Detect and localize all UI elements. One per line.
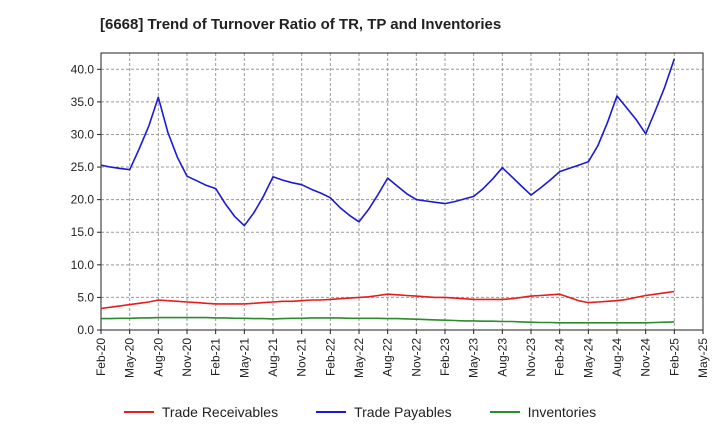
x-tick-label: May-23 — [467, 338, 481, 378]
x-tick-label: Aug-22 — [381, 338, 395, 377]
chart-title: [6668] Trend of Turnover Ratio of TR, TP… — [100, 16, 502, 33]
x-tick-label: May-21 — [237, 338, 251, 378]
x-tick-label: Feb-22 — [323, 338, 337, 376]
y-tick-label: 25.0 — [71, 160, 95, 174]
legend-swatch-trade-payables — [316, 411, 347, 413]
x-tick-label: Feb-20 — [94, 338, 108, 376]
x-tick-label: Feb-24 — [553, 338, 567, 376]
series-line-trade-receivables — [100, 290, 675, 310]
legend-item-trade-receivables: Trade Receivables — [123, 404, 279, 420]
x-tick-label: Feb-25 — [667, 338, 681, 376]
x-tick-label: May-22 — [352, 338, 366, 378]
x-tick-label: Nov-20 — [180, 338, 194, 377]
y-tick-label: 10.0 — [71, 258, 95, 272]
y-tick-label: 20.0 — [71, 193, 95, 207]
legend-label-trade-payables: Trade Payables — [354, 404, 452, 420]
legend-label-inventories: Inventories — [527, 404, 597, 420]
x-tick-label: Aug-20 — [151, 338, 165, 377]
x-tick-label: Aug-24 — [610, 338, 624, 377]
x-tick-label: Aug-21 — [266, 338, 280, 377]
legend-swatch-trade-receivables — [123, 411, 154, 413]
plot-border — [100, 52, 704, 331]
y-tick-label: 35.0 — [71, 95, 95, 109]
x-tick-label: Nov-24 — [639, 338, 653, 377]
x-tick-label: Nov-21 — [295, 338, 309, 377]
legend-swatch-inventories — [489, 411, 520, 413]
x-tick-label: Nov-22 — [409, 338, 423, 377]
y-tick-label: 30.0 — [71, 127, 95, 141]
series-line-trade-payables — [100, 58, 676, 227]
y-tick-label: 15.0 — [71, 225, 95, 239]
x-tick-label: May-24 — [581, 338, 595, 378]
x-tick-label: Nov-23 — [524, 338, 538, 377]
legend-item-inventories: Inventories — [489, 404, 597, 420]
legend-item-trade-payables: Trade Payables — [316, 404, 452, 420]
series-line-inventories — [101, 316, 675, 324]
y-tick-label: 0.0 — [77, 323, 94, 337]
x-tick-label: Feb-23 — [438, 338, 452, 376]
x-tick-label: Feb-21 — [209, 338, 223, 376]
x-tick-label: May-20 — [123, 338, 137, 378]
x-tick-label: May-25 — [696, 338, 710, 378]
plot-frame — [100, 52, 704, 331]
y-tick-label: 40.0 — [71, 62, 95, 76]
x-tick-label: Aug-23 — [495, 338, 509, 377]
legend-label-trade-receivables: Trade Receivables — [161, 404, 279, 420]
chart-legend: Trade Receivables Trade Payables Invento… — [0, 404, 720, 420]
y-tick-label: 5.0 — [77, 290, 94, 304]
